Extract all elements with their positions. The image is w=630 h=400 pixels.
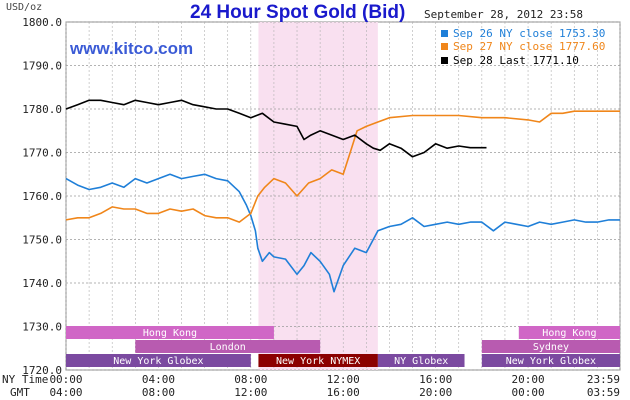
session-label: NY Globex bbox=[394, 356, 448, 367]
series-line-1 bbox=[65, 110, 620, 223]
legend-swatch-sep28 bbox=[441, 57, 448, 64]
session-label: Hong Kong bbox=[542, 328, 596, 339]
y-axis-tick-labels: 1720.0 1730.0 1740.0 1750.0 1760.0 1770.0 1780… bbox=[22, 16, 62, 377]
ny-time-tick-label: 12:00 bbox=[327, 373, 360, 386]
y-tick-label: 1770.0 bbox=[22, 147, 62, 160]
gmt-tick-label: 20:00 bbox=[419, 386, 452, 399]
grid-lines bbox=[65, 21, 621, 371]
session-bar bbox=[377, 354, 465, 367]
legend-label-sep27: Sep 27 NY close 1777.60 bbox=[453, 40, 605, 53]
legend: Sep 26 NY close 1753.30 Sep 27 NY close … bbox=[441, 27, 605, 67]
ny-time-tick-label: 23:59 bbox=[587, 373, 620, 386]
legend-label-sep26: Sep 26 NY close 1753.30 bbox=[453, 27, 605, 40]
x-axis-tick-labels: 00:00 04:00 08:00 12:00 16:00 20:00 23:5904:00… bbox=[49, 373, 620, 399]
session-label: London bbox=[210, 342, 246, 353]
session-bar bbox=[66, 354, 251, 367]
gmt-tick-label: 16:00 bbox=[327, 386, 360, 399]
ny-time-row-label: NY Time bbox=[2, 373, 48, 386]
session-label: Hong Kong bbox=[143, 328, 197, 339]
y-tick-label: 1730.0 bbox=[22, 321, 62, 334]
kitco-watermark: www.kitco.com bbox=[69, 39, 193, 58]
chart-timestamp: September 28, 2012 23:58 bbox=[424, 8, 583, 21]
gmt-tick-label: 12:00 bbox=[234, 386, 267, 399]
y-tick-label: 1780.0 bbox=[22, 103, 62, 116]
y-tick-label: 1750.0 bbox=[22, 234, 62, 247]
session-bar bbox=[135, 340, 321, 353]
gmt-tick-label: 00:00 bbox=[511, 386, 544, 399]
session-bar bbox=[481, 340, 620, 353]
y-tick-label: 1720.0 bbox=[22, 364, 62, 377]
legend-label-sep28: Sep 28 Last 1771.10 bbox=[453, 54, 579, 67]
gmt-row-label: GMT bbox=[10, 386, 30, 399]
ny-time-tick-label: 20:00 bbox=[511, 373, 544, 386]
gmt-tick-label: 04:00 bbox=[49, 386, 82, 399]
y-tick-label: 1760.0 bbox=[22, 190, 62, 203]
session-bar bbox=[518, 326, 620, 339]
ny-time-tick-label: 16:00 bbox=[419, 373, 452, 386]
session-bar bbox=[258, 354, 378, 367]
market-session-bars: Hong Kong Hong Kong London Sydney New York G… bbox=[66, 326, 620, 367]
session-label: New York NYMEX bbox=[276, 356, 360, 367]
legend-swatch-sep27 bbox=[441, 43, 448, 50]
session-label: New York Globex bbox=[506, 356, 596, 367]
y-tick-label: 1800.0 bbox=[22, 16, 62, 29]
session-bar bbox=[481, 354, 620, 367]
y-tick-label: 1740.0 bbox=[22, 277, 62, 290]
session-label: Sydney bbox=[533, 342, 569, 353]
ny-time-tick-label: 00:00 bbox=[49, 373, 82, 386]
series-line-2 bbox=[65, 99, 487, 158]
gmt-tick-label: 03:59 bbox=[587, 386, 620, 399]
y-tick-label: 1790.0 bbox=[22, 60, 62, 73]
legend-swatch-sep26 bbox=[441, 30, 448, 37]
session-label: New York Globex bbox=[113, 356, 203, 367]
chart-title: 24 Hour Spot Gold (Bid) bbox=[190, 2, 405, 23]
session-bar bbox=[66, 326, 274, 339]
series-line-0 bbox=[65, 173, 620, 293]
ny-time-tick-label: 04:00 bbox=[142, 373, 175, 386]
gmt-tick-label: 08:00 bbox=[142, 386, 175, 399]
y-axis-unit-label: USD/oz bbox=[6, 2, 42, 13]
ny-time-tick-label: 08:00 bbox=[234, 373, 267, 386]
series-lines bbox=[65, 99, 620, 293]
